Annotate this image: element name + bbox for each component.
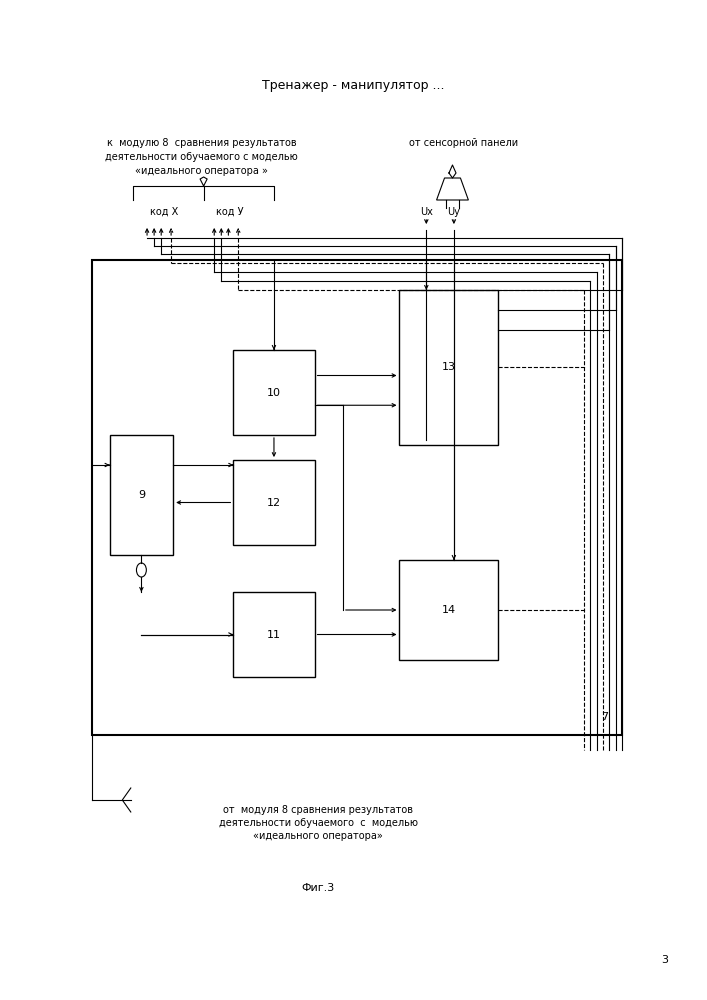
Bar [399,290,498,445]
Text: 12: 12 [267,497,281,508]
Text: деятельности обучаемого  с  моделью: деятельности обучаемого с моделью [218,818,418,828]
Text: код У: код У [216,207,244,217]
Text: Фиг.3: Фиг.3 [301,883,335,893]
Bar [233,592,315,677]
Text: от  модуля 8 сравнения результатов: от модуля 8 сравнения результатов [223,805,413,815]
Bar [110,435,173,555]
Text: 7: 7 [601,712,608,722]
Text: 9: 9 [138,490,145,500]
Text: деятельности обучаемого с моделью: деятельности обучаемого с моделью [105,152,298,162]
Text: код Х: код Х [150,207,178,217]
Text: «идеального оператора »: «идеального оператора » [135,166,268,176]
Text: к  модулю 8  сравнения результатов: к модулю 8 сравнения результатов [107,138,296,148]
Text: 13: 13 [442,362,456,372]
Bar [399,560,498,660]
Text: Ux: Ux [420,207,433,217]
Text: 11: 11 [267,630,281,640]
Bar [233,460,315,545]
Text: «идеального оператора»: «идеального оператора» [253,831,383,841]
Text: 3: 3 [661,955,668,965]
Text: 10: 10 [267,388,281,398]
Text: от сенсорной панели: от сенсорной панели [409,138,518,148]
Text: Uy: Uy [448,207,460,217]
Polygon shape [437,178,468,200]
Bar [233,350,315,435]
Text: 14: 14 [442,605,456,615]
Bar [92,260,622,735]
Text: Тренажер - манипулятор ...: Тренажер - манипулятор ... [262,79,445,92]
